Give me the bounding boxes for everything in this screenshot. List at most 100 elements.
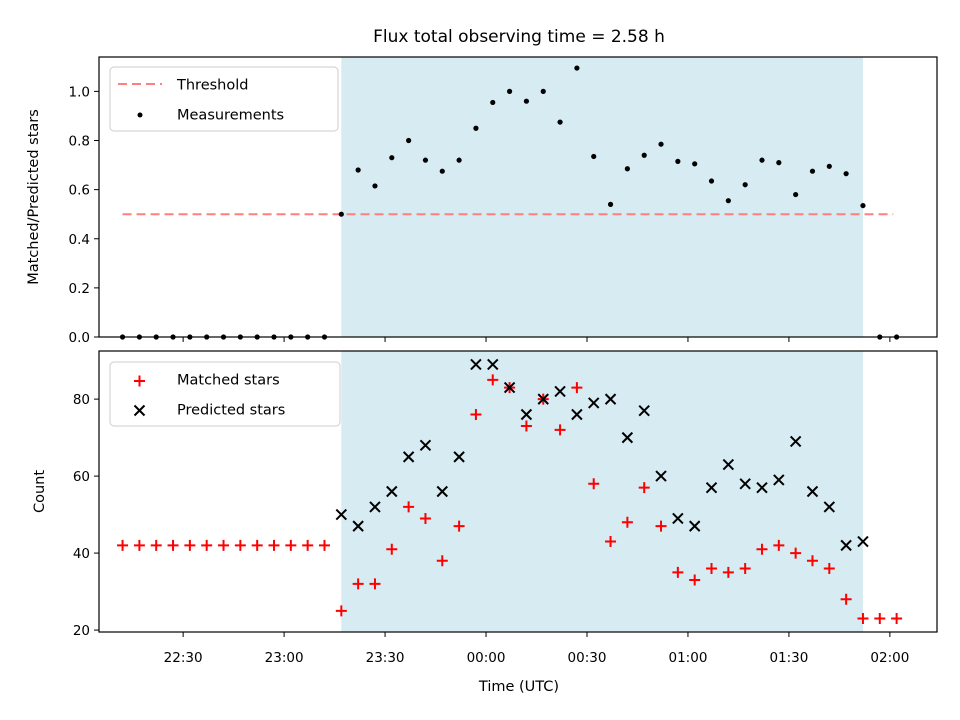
- y-tick-label: 0.8: [69, 134, 90, 150]
- matched-star-point: [891, 613, 903, 625]
- matched-star-point: [487, 374, 499, 386]
- legend-label-predicted: Predicted stars: [177, 403, 285, 419]
- matched-star-point: [218, 539, 230, 551]
- measurement-point: [826, 163, 832, 169]
- measurement-point: [658, 141, 664, 147]
- matched-star-point: [453, 520, 465, 532]
- predicted-star-point: [722, 458, 735, 471]
- predicted-star-point: [520, 408, 533, 421]
- predicted-star-point: [857, 535, 869, 548]
- panel-counts: 20 40 60 80 22:30 23:00 23:30 00:00 00:30 01:00 0…: [32, 350, 938, 695]
- matched-star-point: [756, 543, 768, 555]
- axes-frame-top: [98, 56, 938, 338]
- predicted-star-point: [672, 512, 684, 525]
- predicted-star-point: [621, 431, 634, 444]
- matched-star-point: [133, 539, 145, 551]
- predicted-star-point: [806, 485, 819, 498]
- y-tick-label: 40: [73, 546, 90, 562]
- y-tick-label: 1.0: [69, 84, 90, 100]
- measurement-point: [557, 119, 563, 125]
- matched-star-point: [874, 613, 886, 625]
- predicted-star-point: [739, 478, 751, 490]
- measurement-point: [776, 160, 782, 166]
- legend-top: Threshold Measurements: [109, 66, 339, 132]
- predicted-star-point: [352, 520, 364, 532]
- y-axis-label-top: Matched/Predicted stars: [26, 109, 42, 285]
- predicted-star-point: [789, 435, 802, 448]
- measurement-point: [607, 201, 614, 207]
- legend-measurements-swatch: [137, 112, 143, 118]
- measurement-point: [490, 99, 496, 106]
- panel-ratio: 0.0 0.2 0.4 0.6 0.8 1.0 Matched/Predicted sta…: [26, 56, 938, 346]
- legend-label-matched: Matched stars: [177, 373, 280, 389]
- matched-star-point: [773, 539, 785, 551]
- y-axis-label-bottom: Count: [32, 470, 48, 513]
- legend-bottom: Matched stars Predicted stars: [109, 361, 341, 427]
- matched-star-point: [335, 605, 347, 617]
- matched-star-point: [554, 424, 566, 436]
- y-tick-label: 0.2: [69, 281, 90, 297]
- observing-window-shade-bottom: [341, 351, 863, 632]
- y-tick-label: 0.0: [69, 330, 90, 346]
- x-tick-label: 22:30: [164, 650, 203, 666]
- measurement-point: [574, 65, 580, 71]
- matched-star-point: [470, 409, 482, 421]
- x-tick-label: 01:00: [669, 650, 708, 666]
- matched-star-point: [621, 516, 633, 528]
- matched-star-point: [605, 536, 617, 548]
- matched-star-point: [722, 566, 734, 578]
- measurement-point: [759, 157, 765, 163]
- chart-title: Flux total observing time = 2.58 h: [373, 27, 665, 47]
- matched-star-point: [285, 539, 297, 551]
- predicted-star-point: [503, 381, 516, 394]
- predicted-star-point: [419, 439, 432, 452]
- matched-star-point: [706, 562, 718, 574]
- measurement-point: [793, 191, 799, 198]
- legend-box-top: [109, 66, 339, 132]
- measurement-point: [809, 168, 816, 174]
- measurement-point: [641, 152, 647, 158]
- x-tick-label: 00:00: [467, 650, 506, 666]
- measurement-point: [523, 98, 530, 104]
- measurement-point: [439, 168, 445, 174]
- measurement-point: [692, 161, 698, 167]
- predicted-star-point: [436, 485, 448, 498]
- matched-star-point: [806, 555, 818, 567]
- matched-star-point: [251, 539, 263, 551]
- predicted-star-point: [773, 474, 785, 486]
- y-ticks-bottom: 20 40 60 80: [73, 392, 99, 639]
- matched-star-point: [150, 539, 162, 551]
- legend-box-bottom: [109, 361, 341, 427]
- matched-star-point: [638, 482, 650, 494]
- measurement-point: [506, 88, 513, 94]
- matched-star-point: [184, 539, 196, 551]
- x-tick-label: 23:30: [366, 650, 405, 666]
- predicted-star-point: [705, 481, 718, 494]
- predicted-star-point: [537, 393, 549, 405]
- matched-star-point: [386, 543, 398, 555]
- x-tick-label: 23:00: [265, 650, 304, 666]
- predicted-star-point: [655, 470, 667, 482]
- measurement-point: [675, 158, 681, 164]
- predicted-star-point: [604, 393, 617, 405]
- measurement-point: [456, 157, 462, 163]
- y-tick-label: 20: [73, 623, 90, 639]
- y-tick-label: 0.6: [69, 183, 90, 199]
- measurement-point: [355, 167, 361, 173]
- x-tick-label: 01:30: [769, 650, 808, 666]
- matched-star-point: [739, 562, 751, 574]
- predicted-star-point: [402, 451, 415, 463]
- matched-star-point: [369, 578, 381, 590]
- predicted-star-point: [470, 358, 482, 371]
- predicted-star-point: [554, 385, 566, 398]
- measurement-point: [843, 171, 849, 177]
- predicted-star-point: [571, 408, 583, 421]
- predicted-star-point: [688, 520, 701, 532]
- x-tick-label: 02:00: [870, 650, 909, 666]
- matched-star-point: [672, 566, 684, 578]
- x-axis-label: Time (UTC): [478, 679, 559, 695]
- matched-star-point: [655, 520, 667, 532]
- axes-frame-bottom: [98, 350, 938, 633]
- legend-label-threshold: Threshold: [176, 78, 248, 94]
